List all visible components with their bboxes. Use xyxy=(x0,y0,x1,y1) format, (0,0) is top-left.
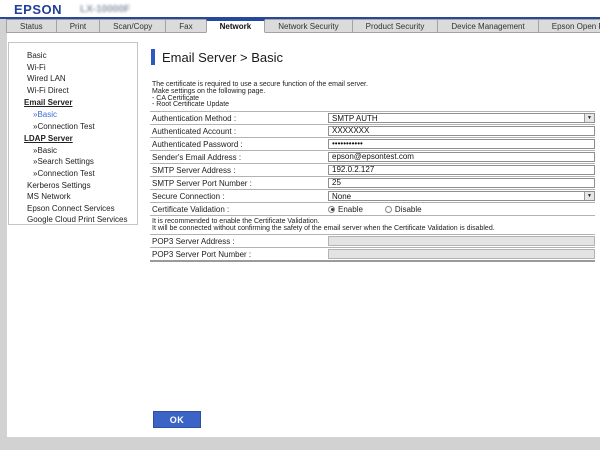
field-control: Enable Disable xyxy=(328,203,595,215)
printer-model-name: LX-10000F xyxy=(80,4,131,15)
field-label: Authenticated Account : xyxy=(152,126,237,136)
field-label: Authenticated Password : xyxy=(152,139,243,149)
pop3-server-address-input xyxy=(328,236,595,247)
window-header: EPSON LX-10000F xyxy=(0,0,600,17)
sidebar-item-basic[interactable]: »Basic xyxy=(33,109,58,119)
sidebar-item-wi-fi[interactable]: Wi-Fi xyxy=(27,62,46,72)
main-panel: Email Server > Basic The certificate is … xyxy=(150,33,597,437)
field-control xyxy=(328,248,595,260)
sidebar-item-epson-connect-services[interactable]: Epson Connect Services xyxy=(27,203,115,213)
authenticated-password-input[interactable]: ••••••••••• xyxy=(328,139,595,149)
tab-scan-copy[interactable]: Scan/Copy xyxy=(99,19,167,33)
description-line: - Root Certificate Update xyxy=(152,101,230,109)
sidebar-item-email-server: Email Server xyxy=(24,98,73,108)
sidebar-item-ms-network[interactable]: MS Network xyxy=(27,192,71,202)
description-line: - CA Certificate xyxy=(152,94,200,102)
sidebar-item-wi-fi-direct[interactable]: Wi-Fi Direct xyxy=(27,85,69,95)
tab-network-security[interactable]: Network Security xyxy=(264,19,353,33)
field-control: ••••••••••• xyxy=(328,138,595,150)
form-row: POP3 Server Address : xyxy=(150,234,595,247)
title-accent-bar xyxy=(151,49,155,65)
authenticated-account-input[interactable]: XXXXXXX xyxy=(328,126,595,136)
form-note-line: It is recommended to enable the Certific… xyxy=(152,218,320,225)
form-row: Secure Connection : None ▼ xyxy=(150,189,595,202)
sidebar-item-basic[interactable]: »Basic xyxy=(33,145,58,155)
certificate-validation-radio-group: Enable Disable xyxy=(328,205,422,214)
authentication-method-select[interactable]: SMTP AUTH ▼ xyxy=(328,113,595,123)
header-divider xyxy=(0,17,600,19)
sidebar-item-search-settings[interactable]: »Search Settings xyxy=(33,157,94,167)
field-control: XXXXXXX xyxy=(328,125,595,137)
tab-print[interactable]: Print xyxy=(55,19,101,33)
field-control: 25 xyxy=(328,177,595,189)
dropdown-arrow-icon: ▼ xyxy=(584,192,594,200)
authentication-method-value: SMTP AUTH xyxy=(332,113,378,123)
sidebar-item-wired-lan[interactable]: Wired LAN xyxy=(27,74,66,84)
tab-fax[interactable]: Fax xyxy=(165,19,207,33)
form-row: Certificate Validation : Enable Disable xyxy=(150,202,595,215)
settings-form: Authentication Method : SMTP AUTH ▼ Authent… xyxy=(150,111,595,263)
form-row: Authenticated Password : ••••••••••• xyxy=(150,137,595,150)
form-row: Authenticated Account : XXXXXXX xyxy=(150,124,595,137)
page-title-row: Email Server > Basic xyxy=(151,49,283,65)
description-line: Make settings on the following page. xyxy=(152,87,266,95)
sidebar-nav: Basic Wi-Fi Wired LAN Wi-Fi Direct Email Ser… xyxy=(8,42,138,225)
content-card: Basic Wi-Fi Wired LAN Wi-Fi Direct Email Ser… xyxy=(7,33,600,437)
field-control: SMTP AUTH ▼ xyxy=(328,112,595,124)
sidebar-item-google-cloud-print-services[interactable]: Google Cloud Print Services xyxy=(27,215,128,225)
form-row: Sender's Email Address : epson@epsontest.… xyxy=(150,150,595,163)
certificate-validation-option-disable[interactable]: Disable xyxy=(384,204,422,214)
smtp-server-address-input[interactable]: 192.0.2.127 xyxy=(328,165,595,175)
sidebar-item-ldap-server: LDAP Server xyxy=(24,134,73,144)
dropdown-arrow-icon: ▼ xyxy=(584,114,594,122)
form-row: Authentication Method : SMTP AUTH ▼ xyxy=(150,111,595,124)
field-label: SMTP Server Port Number : xyxy=(152,178,252,188)
senders-email-address-input[interactable]: epson@epsontest.com xyxy=(328,152,595,162)
tab-bar: Status Print Scan/Copy Fax Network Network Se… xyxy=(0,19,600,33)
field-control: None ▼ xyxy=(328,190,595,202)
field-control: epson@epsontest.com xyxy=(328,151,595,163)
sidebar-item-connection-test[interactable]: »Connection Test xyxy=(33,168,95,178)
field-label: POP3 Server Port Number : xyxy=(152,249,252,259)
form-row: SMTP Server Port Number : 25 xyxy=(150,176,595,189)
field-label: POP3 Server Address : xyxy=(152,236,235,246)
form-row: POP3 Server Port Number : xyxy=(150,247,595,260)
page-title: Email Server > Basic xyxy=(162,49,284,65)
certificate-validation-option-enable[interactable]: Enable xyxy=(328,205,363,214)
radio-button-icon xyxy=(328,205,335,213)
pop3-server-port-number-input xyxy=(328,249,595,260)
smtp-server-port-number-input[interactable]: 25 xyxy=(328,178,595,188)
field-label: Authentication Method : xyxy=(152,113,237,123)
radio-button-icon xyxy=(384,205,392,213)
tab-status[interactable]: Status xyxy=(6,19,57,33)
field-control xyxy=(328,235,595,247)
form-row: SMTP Server Address : 192.0.2.127 xyxy=(150,163,595,176)
secure-connection-value: None xyxy=(332,191,352,201)
description-line: The certificate is required to use a sec… xyxy=(152,81,368,88)
field-control: 192.0.2.127 xyxy=(328,164,595,176)
field-label: Certificate Validation : xyxy=(152,204,230,214)
radio-label: Enable xyxy=(338,204,363,214)
sidebar-item-connection-test[interactable]: »Connection Test xyxy=(33,121,95,131)
tab-product-security[interactable]: Product Security xyxy=(351,19,439,33)
ok-button[interactable]: OK xyxy=(153,411,201,428)
form-note: It is recommended to enable the Certific… xyxy=(150,215,595,234)
field-label: Secure Connection : xyxy=(152,191,225,201)
form-note-line: It will be connected without confirming … xyxy=(152,225,495,233)
sidebar-item-kerberos-settings[interactable]: Kerberos Settings xyxy=(27,180,91,190)
field-label: SMTP Server Address : xyxy=(152,165,236,175)
field-label: Sender's Email Address : xyxy=(152,152,242,162)
page-description: The certificate is required to use a sec… xyxy=(152,81,368,109)
radio-label: Disable xyxy=(394,204,422,214)
sidebar-item-basic[interactable]: Basic xyxy=(27,51,47,60)
epson-logo: EPSON xyxy=(14,2,63,17)
tab-network[interactable]: Network xyxy=(205,19,266,33)
tab-device-management[interactable]: Device Management xyxy=(437,19,539,33)
secure-connection-select[interactable]: None ▼ xyxy=(328,191,595,201)
tab-epson-open-platform[interactable]: Epson Open Platform xyxy=(537,19,600,33)
